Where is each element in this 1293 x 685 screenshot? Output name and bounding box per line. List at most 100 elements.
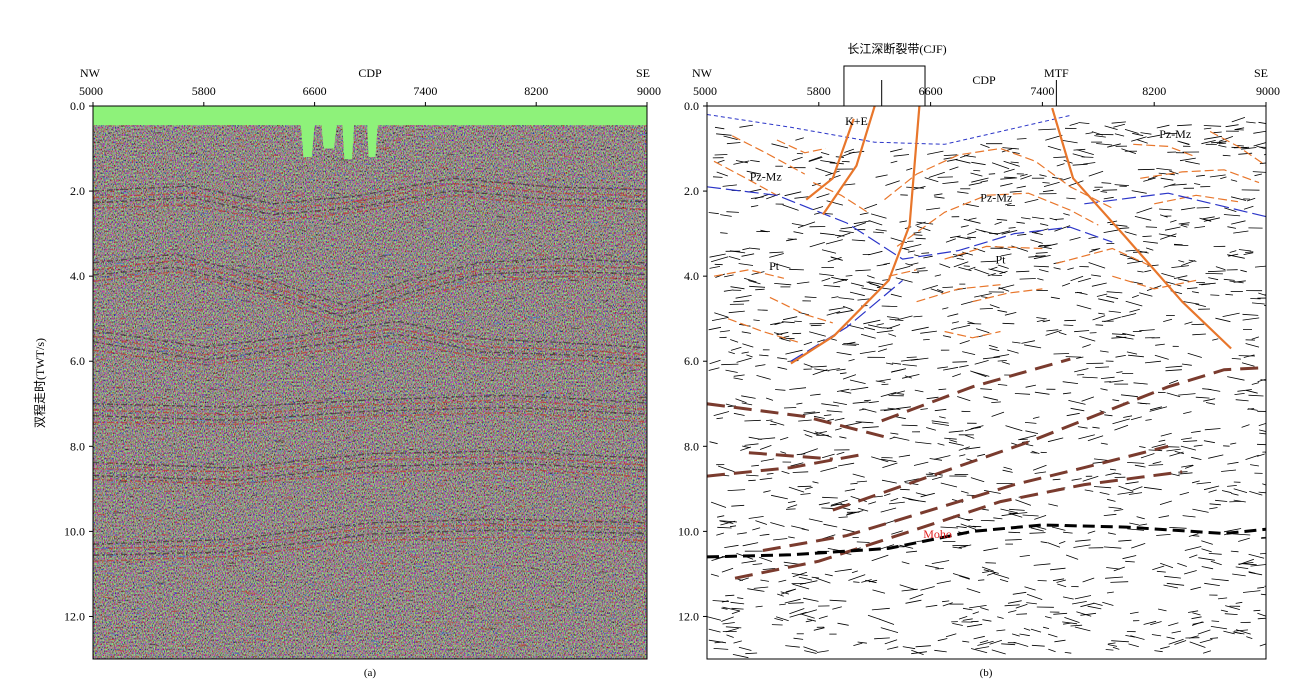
- short-reflection-event: [958, 616, 968, 620]
- short-reflection-event: [980, 180, 989, 183]
- short-reflection-event: [906, 186, 924, 189]
- seismic-streak: [464, 189, 473, 192]
- short-reflection-event: [747, 588, 765, 592]
- seismic-streak: [369, 336, 376, 339]
- short-reflection-event: [735, 295, 752, 299]
- short-reflection-event: [1265, 528, 1266, 530]
- a-y-tick-label: 6.0: [70, 354, 85, 368]
- unit-label: Pt: [995, 252, 1006, 266]
- short-reflection-event: [861, 287, 879, 292]
- short-reflection-event: [721, 616, 734, 622]
- seismic-streak: [354, 261, 360, 264]
- seismic-streak: [622, 253, 630, 256]
- short-reflection-event: [1166, 582, 1185, 586]
- short-reflection-event: [1174, 243, 1183, 246]
- short-reflection-event: [712, 600, 730, 602]
- short-reflection-event: [983, 396, 999, 401]
- short-reflection-event: [874, 637, 890, 640]
- short-reflection-event: [1076, 304, 1092, 310]
- short-reflection-event: [1028, 255, 1046, 258]
- b-y-tick-label: 4.0: [684, 269, 699, 283]
- short-reflection-event: [1111, 121, 1126, 124]
- short-reflection-event: [1163, 584, 1179, 589]
- short-reflection-event: [1077, 277, 1092, 283]
- seismic-streak: [620, 298, 625, 301]
- short-reflection-event: [948, 430, 964, 433]
- short-reflection-event: [869, 283, 879, 287]
- short-reflection-event: [942, 600, 950, 603]
- short-reflection-event: [820, 160, 836, 164]
- seismic-streak: [266, 552, 272, 555]
- seismic-streak: [116, 542, 121, 546]
- orange-event: [1140, 169, 1260, 184]
- short-reflection-event: [1246, 636, 1253, 639]
- short-reflection-event: [907, 250, 915, 253]
- short-reflection-event: [1103, 196, 1114, 200]
- short-reflection-event: [730, 286, 745, 290]
- short-reflection-event: [720, 214, 732, 217]
- short-reflection-event: [953, 261, 969, 268]
- short-reflection-event: [1126, 351, 1138, 355]
- short-reflection-event: [988, 344, 998, 349]
- short-reflection-event: [967, 236, 976, 239]
- short-reflection-event: [839, 436, 847, 439]
- short-reflection-event: [1182, 301, 1200, 305]
- short-reflection-event: [716, 133, 732, 136]
- short-reflection-event: [906, 550, 918, 553]
- seismic-streak: [497, 564, 505, 567]
- short-reflection-event: [1241, 147, 1257, 150]
- short-reflection-event: [1125, 635, 1135, 638]
- unit-label: Pt: [769, 259, 780, 273]
- short-reflection-event: [888, 333, 897, 337]
- short-reflection-event: [875, 229, 887, 232]
- short-reflection-event: [968, 266, 976, 271]
- short-reflection-event: [1181, 437, 1192, 440]
- short-reflection-event: [867, 614, 881, 620]
- short-reflection-event: [1158, 208, 1173, 211]
- seismic-streak: [179, 480, 183, 483]
- b-y-tick-label: 6.0: [684, 354, 699, 368]
- short-reflection-event: [997, 616, 1004, 619]
- short-reflection-event: [840, 390, 852, 394]
- short-reflection-event: [1262, 483, 1266, 486]
- short-reflection-event: [1057, 583, 1067, 588]
- short-reflection-event: [1122, 555, 1137, 560]
- short-reflection-event: [1030, 628, 1042, 633]
- seismic-streak: [640, 635, 647, 638]
- moho-line: [707, 523, 1266, 559]
- short-reflection-event: [810, 324, 822, 327]
- seismic-streak: [449, 355, 455, 358]
- short-reflection-event: [993, 354, 1010, 358]
- short-reflection-event: [817, 339, 825, 343]
- seismic-streak: [301, 356, 306, 359]
- seismic-streak: [113, 537, 118, 540]
- seismic-streak: [143, 521, 148, 523]
- seismic-streak: [275, 192, 283, 195]
- short-reflection-event: [1188, 259, 1197, 262]
- short-reflection-event: [1169, 527, 1187, 529]
- short-reflection-event: [808, 156, 822, 162]
- short-reflection-event: [1087, 435, 1104, 442]
- lower-crust-reflector: [734, 470, 1183, 580]
- short-reflection-event: [1225, 293, 1234, 296]
- short-reflection-event: [960, 490, 969, 494]
- short-reflection-event: [777, 366, 788, 370]
- seismic-streak: [330, 238, 337, 241]
- short-reflection-event: [1231, 196, 1247, 201]
- short-reflection-event: [1113, 123, 1126, 128]
- seismic-streak: [524, 227, 528, 230]
- short-reflection-event: [770, 322, 780, 326]
- short-reflection-event: [952, 546, 962, 549]
- short-reflection-event: [1018, 438, 1028, 441]
- short-reflection-event: [766, 473, 774, 475]
- short-reflection-event: [1243, 252, 1254, 255]
- short-reflection-event: [1171, 265, 1189, 268]
- interpretation-section-b: [707, 106, 1266, 659]
- b-y-tick-label: 2.0: [684, 184, 699, 198]
- seismic-streak: [510, 233, 515, 236]
- short-reflection-event: [890, 160, 898, 164]
- seismic-streak: [484, 348, 489, 351]
- short-reflection-event: [1223, 528, 1242, 533]
- y-axis-label-a: 双程走时(TWT/s): [32, 338, 47, 428]
